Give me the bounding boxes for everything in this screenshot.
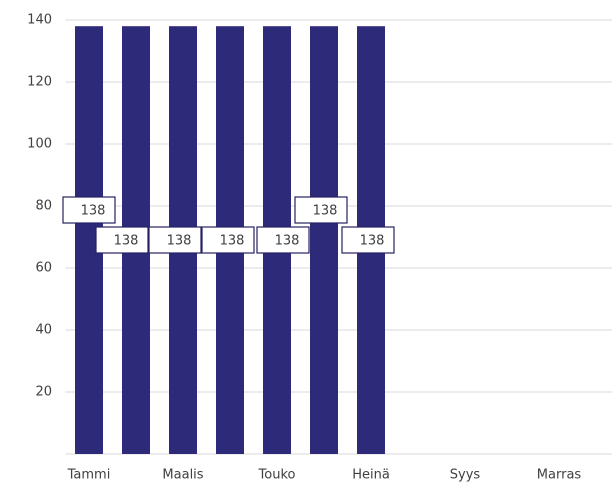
y-tick-label: 100: [27, 137, 52, 152]
x-tick-label: Heinä: [352, 468, 390, 483]
data-label-box: [294, 196, 348, 224]
x-tick-label: Touko: [258, 468, 296, 483]
data-label: 138: [81, 204, 106, 219]
data-label: 138: [114, 234, 139, 249]
bar: [310, 26, 338, 454]
data-label-box: [95, 226, 149, 254]
data-label-box: [148, 226, 202, 254]
y-tick-label: 20: [35, 385, 52, 400]
y-tick-label: 120: [27, 75, 52, 90]
data-label: 138: [275, 234, 300, 249]
y-tick-label: 40: [35, 323, 52, 338]
x-tick-label: Syys: [450, 468, 481, 483]
data-label: 138: [313, 204, 338, 219]
x-tick-label: Tammi: [67, 468, 111, 483]
x-tick-label: Maalis: [162, 468, 203, 483]
x-tick-label: Marras: [537, 468, 582, 483]
y-tick-label: 80: [35, 199, 52, 214]
data-label-box: [256, 226, 310, 254]
data-label: 138: [360, 234, 385, 249]
y-tick-label: 140: [27, 13, 52, 28]
data-label-box: [62, 196, 116, 224]
data-label-box: [201, 226, 255, 254]
data-label-box: [341, 226, 395, 254]
data-label: 138: [220, 234, 245, 249]
y-tick-label: 60: [35, 261, 52, 276]
data-label: 138: [167, 234, 192, 249]
